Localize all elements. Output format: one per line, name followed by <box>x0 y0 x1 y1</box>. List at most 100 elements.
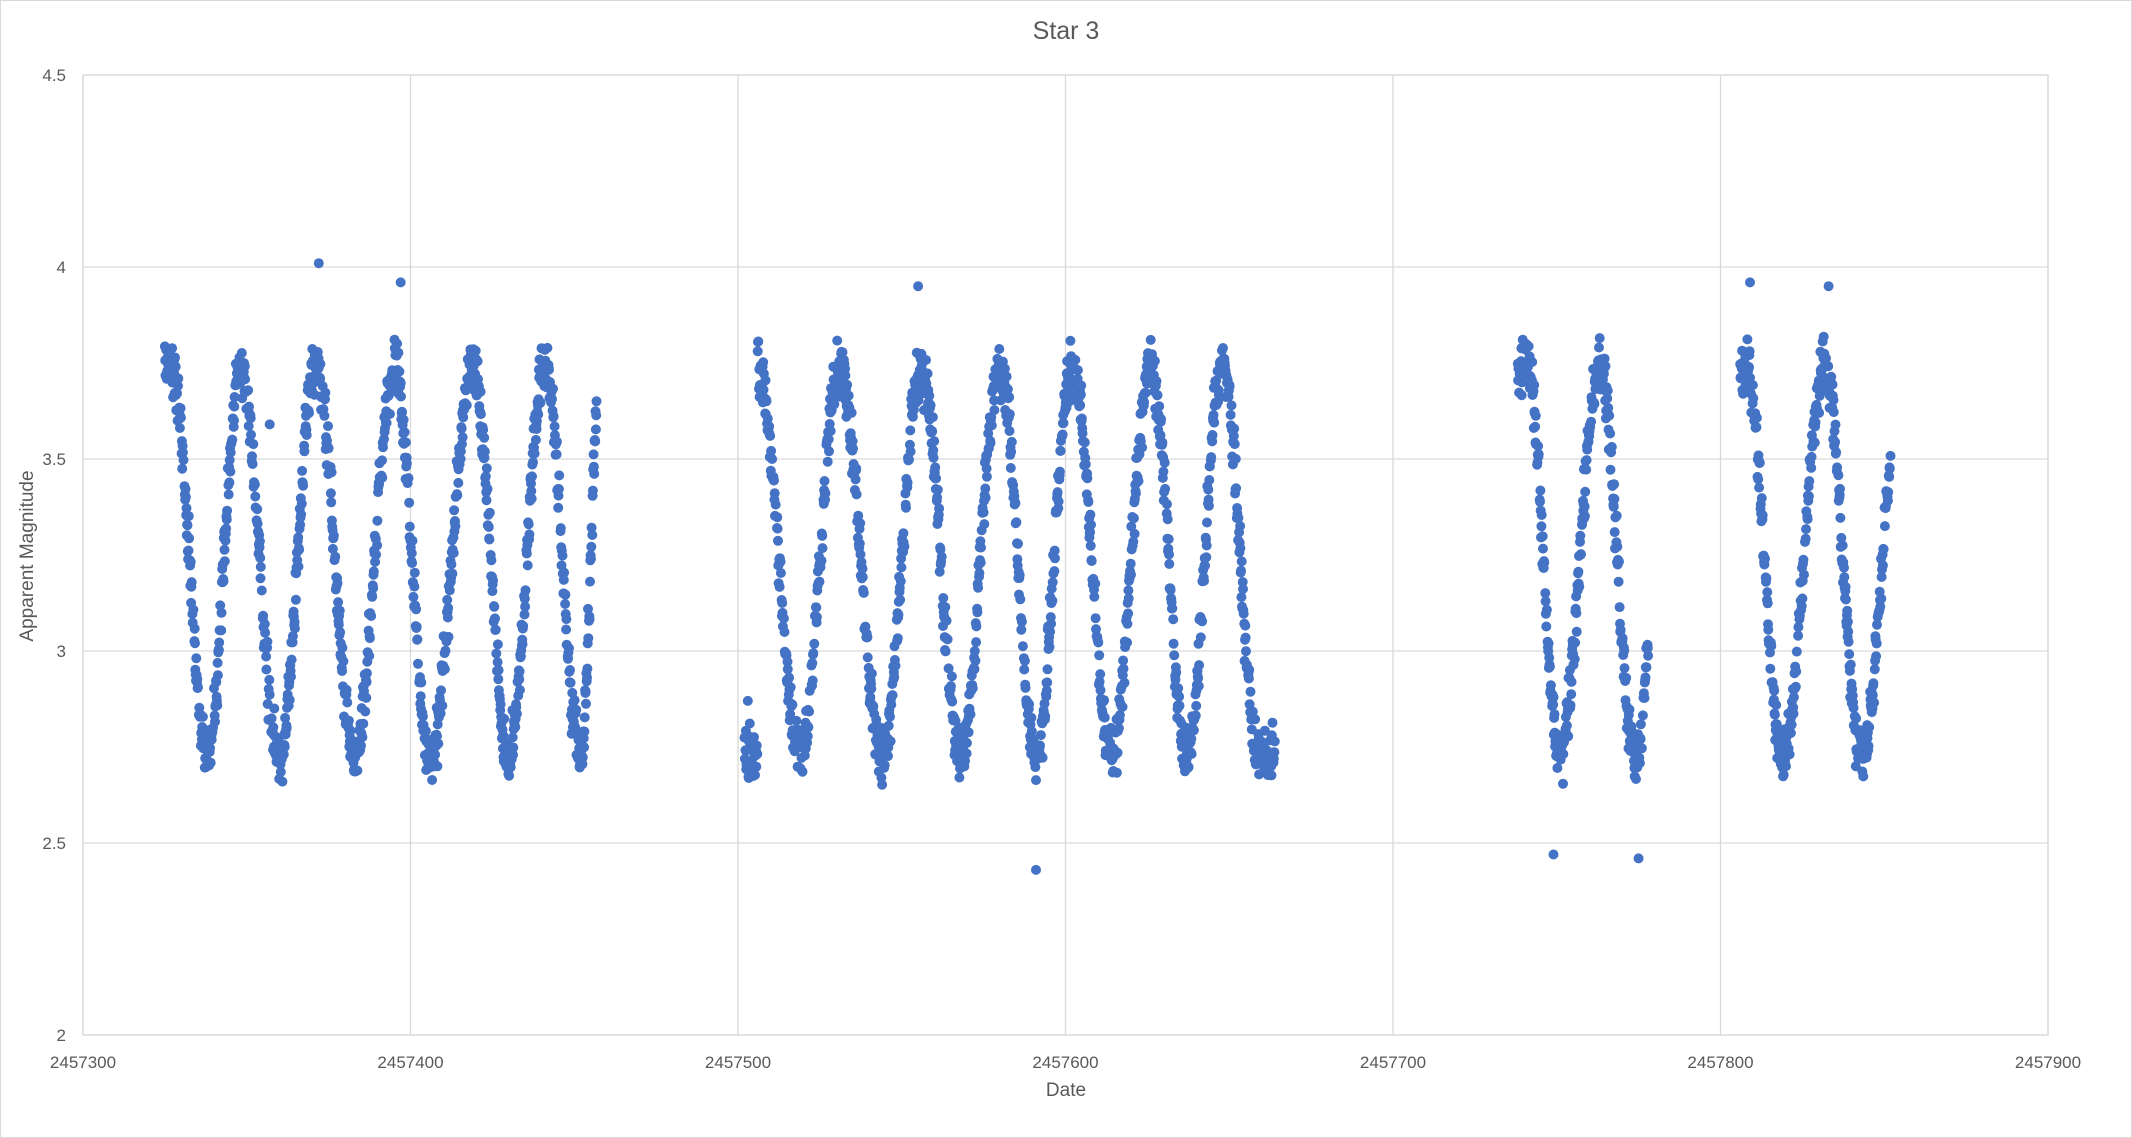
data-point <box>304 408 314 418</box>
data-point <box>372 540 383 551</box>
data-point <box>1049 545 1060 556</box>
data-point <box>214 637 225 648</box>
data-point <box>1203 500 1214 511</box>
data-point <box>345 725 356 736</box>
data-point <box>181 503 192 514</box>
data-point <box>1641 662 1652 673</box>
data-point <box>862 652 873 663</box>
data-point <box>986 420 997 431</box>
data-point <box>913 395 924 406</box>
y-tick-label: 3 <box>57 642 66 661</box>
data-point <box>1031 864 1041 875</box>
data-point <box>1002 384 1013 395</box>
data-point <box>1871 651 1882 662</box>
data-point <box>1090 613 1101 624</box>
data-point <box>1617 633 1628 644</box>
data-point <box>184 533 195 544</box>
data-point <box>1006 446 1017 457</box>
data-point <box>483 522 494 532</box>
data-point <box>1202 517 1212 528</box>
data-point <box>974 568 985 579</box>
data-point <box>530 434 541 445</box>
data-point <box>183 545 194 556</box>
data-point <box>1095 669 1106 680</box>
data-point <box>980 492 991 503</box>
data-point <box>1053 496 1064 507</box>
data-point <box>406 548 417 559</box>
data-point <box>1869 664 1880 675</box>
data-point <box>1566 689 1577 700</box>
data-point <box>1173 683 1184 694</box>
data-point <box>1145 334 1156 345</box>
data-point <box>249 479 260 490</box>
data-point <box>924 390 935 401</box>
data-point <box>1050 553 1060 564</box>
data-point <box>1224 381 1235 392</box>
data-point <box>1611 510 1622 521</box>
data-point <box>279 741 290 752</box>
data-point <box>846 407 857 418</box>
data-point <box>765 430 776 441</box>
data-point <box>584 614 595 624</box>
data-point <box>579 742 590 753</box>
data-point <box>969 664 980 675</box>
data-point <box>1118 663 1129 674</box>
data-point <box>1745 277 1755 288</box>
data-point <box>319 410 330 421</box>
data-point <box>1162 499 1172 510</box>
data-point <box>1016 616 1027 627</box>
data-point <box>1122 618 1133 629</box>
data-point <box>561 624 572 635</box>
data-point <box>1615 624 1626 635</box>
data-point <box>1530 421 1541 432</box>
data-point <box>1052 487 1063 498</box>
data-point <box>289 623 300 634</box>
data-point <box>1005 463 1016 473</box>
data-point <box>855 549 866 560</box>
data-point <box>1863 740 1874 751</box>
data-point <box>1209 417 1220 428</box>
data-point <box>1602 385 1613 396</box>
data-point <box>1785 728 1796 738</box>
data-point <box>782 656 793 667</box>
data-point <box>1070 354 1081 365</box>
data-point <box>301 430 312 440</box>
data-point <box>295 519 306 530</box>
data-point <box>1589 399 1600 409</box>
data-point <box>505 762 516 773</box>
x-tick-label: 2457900 <box>2015 1053 2081 1072</box>
data-point <box>370 556 381 567</box>
data-point <box>229 392 240 402</box>
data-point <box>330 551 341 562</box>
data-point <box>1090 578 1101 589</box>
data-point <box>1076 380 1087 391</box>
data-point <box>947 696 958 707</box>
data-point <box>551 449 562 460</box>
data-point <box>1228 430 1239 441</box>
data-point <box>260 627 271 638</box>
data-point <box>1527 357 1538 367</box>
data-point <box>1238 608 1249 619</box>
data-point <box>1529 380 1540 390</box>
data-point <box>898 528 909 539</box>
data-point <box>240 374 251 385</box>
data-point <box>971 637 982 648</box>
data-point <box>411 621 422 632</box>
data-point <box>323 421 333 432</box>
data-point <box>1019 655 1030 666</box>
data-point <box>403 473 414 484</box>
data-point <box>205 757 216 768</box>
data-point <box>954 772 965 783</box>
data-point <box>1788 692 1799 703</box>
data-point <box>1594 342 1604 353</box>
data-point <box>1236 592 1247 603</box>
data-point <box>1031 775 1041 786</box>
data-point <box>1842 616 1853 627</box>
data-point <box>264 419 275 430</box>
data-point <box>934 566 945 577</box>
data-point <box>440 645 451 656</box>
data-point <box>895 576 906 587</box>
data-point <box>444 585 455 596</box>
data-point <box>857 572 868 583</box>
data-point <box>244 401 254 412</box>
